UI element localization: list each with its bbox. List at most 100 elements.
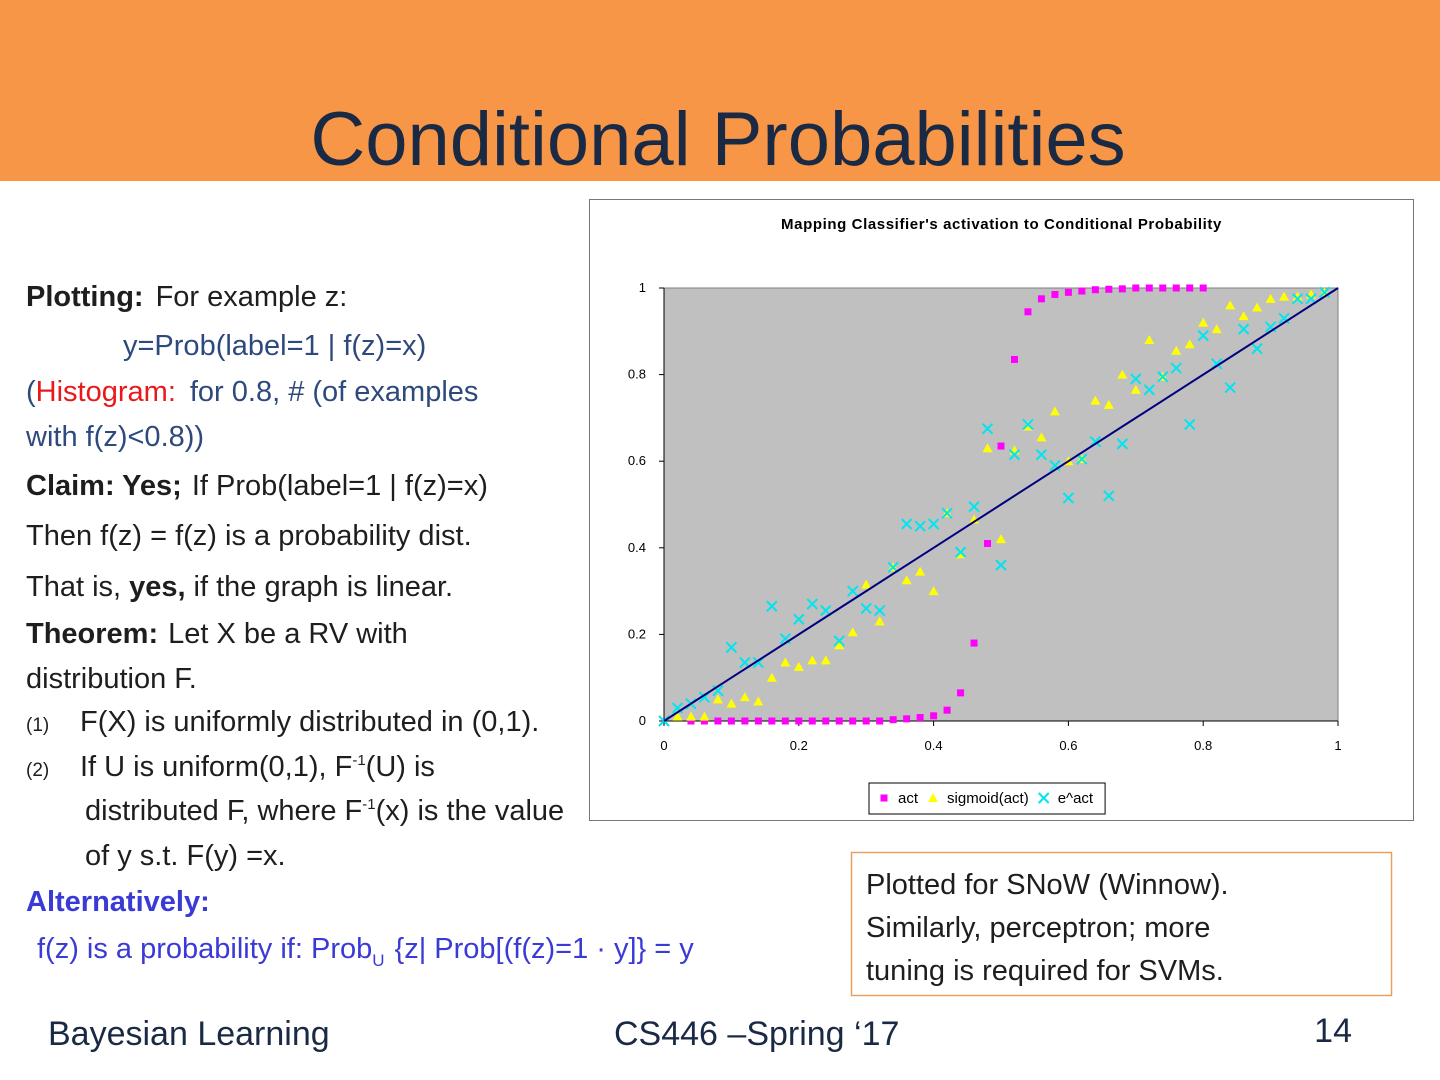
point bbox=[727, 717, 735, 725]
point bbox=[981, 423, 994, 435]
point bbox=[1049, 406, 1060, 416]
chart-title-box: Mapping Classifier's activation to Condi… bbox=[781, 216, 1221, 233]
text: for 0.8, # (of examples bbox=[190, 376, 479, 408]
body-line: with f(z)<0.8)) bbox=[25, 421, 204, 453]
point bbox=[861, 579, 872, 589]
point bbox=[793, 613, 805, 625]
y-tick-label: 0.2 bbox=[628, 626, 646, 641]
text: of y s.t. F(y) =x. bbox=[85, 840, 286, 872]
point bbox=[1105, 285, 1113, 293]
point bbox=[1024, 308, 1032, 316]
text: {z| Prob[(f(z)=1 · y]} = y bbox=[395, 933, 695, 965]
label: Plotting: bbox=[26, 281, 144, 313]
point bbox=[1186, 284, 1194, 292]
x-tick-label: 0.4 bbox=[925, 738, 943, 753]
point bbox=[1010, 355, 1018, 363]
point bbox=[1157, 371, 1169, 383]
point bbox=[1062, 492, 1075, 504]
point bbox=[672, 711, 683, 721]
note-line: Plotted for SNoW (Winnow). bbox=[866, 869, 1229, 901]
text: (U) is bbox=[366, 751, 435, 783]
point bbox=[1036, 432, 1047, 442]
point bbox=[1291, 293, 1304, 305]
point bbox=[1252, 302, 1263, 312]
x-tick-label: 1 bbox=[1334, 738, 1341, 753]
point bbox=[700, 717, 708, 725]
x-tick-label: 0.2 bbox=[790, 738, 808, 753]
point bbox=[808, 717, 816, 725]
point bbox=[954, 546, 967, 558]
body-line: (Histogram: for 0.8, # (of examples bbox=[26, 376, 478, 408]
point bbox=[984, 539, 992, 547]
point bbox=[739, 692, 750, 702]
point bbox=[968, 500, 980, 513]
point bbox=[927, 518, 940, 530]
point bbox=[1238, 311, 1249, 321]
point bbox=[928, 586, 939, 596]
text: Then f(z) = f(z) is a probability dist. bbox=[26, 520, 472, 552]
text: distributed F, where F bbox=[85, 795, 362, 827]
x-tick-label: 0.6 bbox=[1059, 738, 1077, 753]
label: Theorem: bbox=[26, 618, 158, 650]
point bbox=[1103, 490, 1115, 502]
point bbox=[1251, 342, 1263, 355]
slide-title: Conditional Probabilities bbox=[310, 97, 1125, 182]
point bbox=[943, 706, 951, 714]
body-line: f(z) is a probability if: ProbU {z| Prob[… bbox=[37, 933, 694, 970]
point bbox=[1211, 324, 1222, 334]
body-line: Alternatively: bbox=[26, 886, 210, 918]
point bbox=[874, 616, 885, 626]
point bbox=[1090, 395, 1101, 405]
x-tick-label: 0.8 bbox=[1194, 738, 1212, 753]
point bbox=[768, 717, 776, 725]
body-line: Theorem: Let X be a RV with bbox=[26, 618, 408, 650]
text: with f(z)<0.8)) bbox=[25, 421, 204, 453]
legend-marker bbox=[880, 794, 888, 802]
body-line: Plotting: For example z: bbox=[26, 281, 347, 313]
formula: y=Prob(label=1 | f(z)=x) bbox=[123, 330, 426, 362]
point bbox=[1037, 295, 1045, 303]
point bbox=[970, 639, 978, 647]
point bbox=[1224, 381, 1236, 394]
label: Alternatively: bbox=[26, 886, 210, 918]
footer-center: CS446 –Spring ‘17 bbox=[614, 1015, 899, 1053]
text: (x) is the value bbox=[376, 795, 565, 827]
emphasis: yes, bbox=[129, 571, 185, 603]
point bbox=[1199, 284, 1207, 292]
text: Let X be a RV with bbox=[168, 618, 408, 650]
subscript: U bbox=[372, 951, 384, 970]
point bbox=[1265, 293, 1276, 303]
legend-label: sigmoid(act) bbox=[947, 790, 1029, 807]
point bbox=[1103, 399, 1114, 409]
point bbox=[685, 711, 696, 721]
point bbox=[916, 714, 924, 722]
y-tick-label: 0.6 bbox=[628, 453, 646, 468]
text: F(X) is uniformly distributed in (0,1). bbox=[80, 706, 539, 738]
body-line: distribution F. bbox=[26, 663, 197, 695]
legend-box bbox=[868, 782, 1106, 815]
point bbox=[1116, 438, 1129, 450]
point bbox=[1279, 291, 1290, 301]
point bbox=[1118, 285, 1126, 293]
point bbox=[903, 715, 911, 723]
x-tick-label: 0 bbox=[660, 738, 667, 753]
point bbox=[1035, 448, 1048, 461]
point bbox=[766, 600, 778, 612]
text: For example z: bbox=[156, 281, 348, 313]
point bbox=[847, 585, 859, 597]
superscript: -1 bbox=[362, 796, 375, 813]
legend-label: act bbox=[898, 790, 919, 807]
point bbox=[806, 598, 818, 610]
point bbox=[1144, 334, 1155, 344]
label: Histogram: bbox=[36, 376, 176, 408]
point bbox=[901, 575, 912, 585]
text: If U is uniform(0,1), F bbox=[80, 751, 352, 783]
point bbox=[876, 717, 884, 725]
point bbox=[741, 717, 749, 725]
body-line: Claim: Yes; If Prob(label=1 | f(z)=x) bbox=[26, 470, 488, 502]
y-tick-label: 1 bbox=[639, 280, 646, 295]
point bbox=[930, 712, 938, 720]
point bbox=[996, 534, 1006, 544]
chart: Mapping Classifier's activation to Condi… bbox=[589, 199, 1414, 821]
point bbox=[1022, 418, 1034, 431]
